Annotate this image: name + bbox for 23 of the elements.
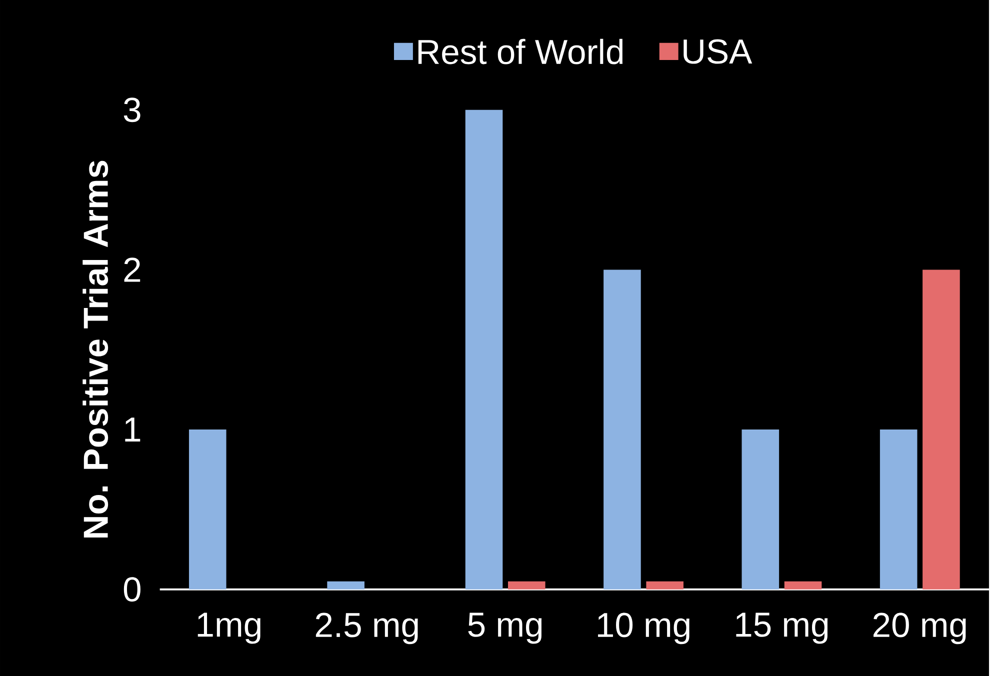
y-tick-label: 0 xyxy=(124,576,140,602)
x-tick-label: 20 mg xyxy=(874,612,966,644)
bar xyxy=(604,270,641,590)
x-tick-label: 1mg xyxy=(198,612,260,644)
x-tick-label: 15 mg xyxy=(736,612,828,644)
x-tick-label: 5 mg xyxy=(468,612,542,644)
bar xyxy=(784,581,822,590)
x-tick-label: 2.5 mg xyxy=(316,612,418,644)
legend-label: Rest of World xyxy=(418,38,623,64)
legend-label: USA xyxy=(684,39,752,64)
bar xyxy=(188,429,226,590)
y-axis-title: No. Positive Trial Arms xyxy=(82,160,108,538)
bar xyxy=(508,581,546,590)
bar xyxy=(327,581,364,590)
y-tick-label: 2 xyxy=(124,257,140,282)
bar xyxy=(465,110,503,590)
bar xyxy=(922,270,960,590)
y-tick-label: 3 xyxy=(124,97,140,122)
x-tick-label: 10 mg xyxy=(598,612,690,644)
bar xyxy=(742,429,780,590)
y-tick-label: 1 xyxy=(125,417,140,442)
bar xyxy=(646,581,684,590)
bar xyxy=(880,429,918,590)
